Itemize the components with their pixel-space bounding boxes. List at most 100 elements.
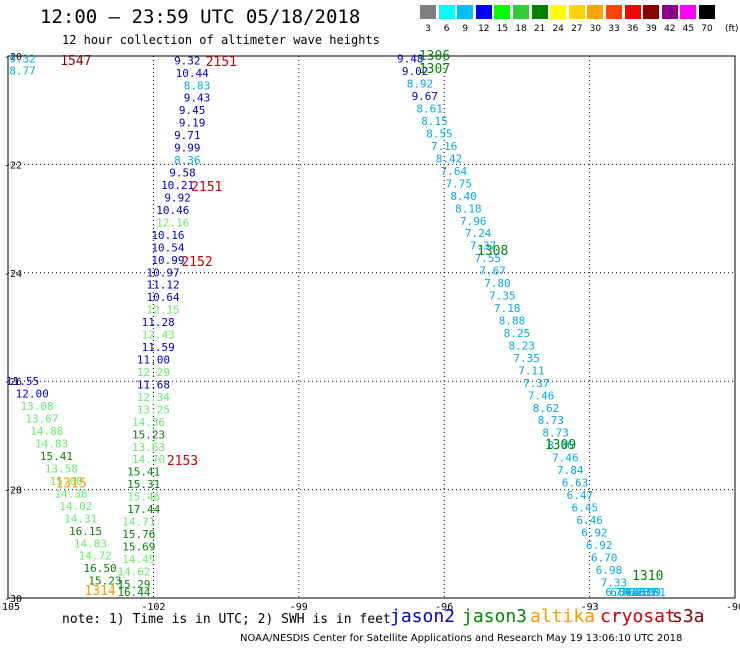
colorbar-swatch [568, 5, 585, 19]
colorbar-label: 45 [682, 24, 695, 34]
colorbar-swatch [494, 5, 511, 19]
wave-height-value: 13.67 [25, 413, 58, 426]
wave-height-value: 14.71 [122, 516, 155, 529]
colorbar-label: 9 [462, 24, 469, 34]
wave-height-value: 16.50 [84, 562, 117, 575]
pass-time-label: 1308 [477, 244, 508, 259]
colorbar-label: 27 [571, 24, 583, 34]
plot-frame [7, 55, 736, 599]
wave-height-value: 9.19 [179, 117, 206, 130]
colorbar-label: 18 [515, 24, 527, 34]
wave-height-value: 15.41 [40, 450, 73, 463]
wave-height-value: 9.48 [397, 53, 424, 66]
y-tick-label: -24 [4, 269, 22, 280]
wave-height-value: 11.28 [142, 316, 175, 329]
wave-height-value: 12.16 [156, 216, 189, 229]
x-tick-label: -96 [435, 602, 453, 613]
wave-height-value: 7.84 [557, 464, 584, 477]
pass-time-label: 1547 [60, 54, 91, 69]
wave-height-value: 8.42 [436, 152, 463, 165]
wave-height-value: 10.99 [151, 254, 184, 267]
wave-height-value: 14.62 [117, 565, 150, 578]
wave-height-value: 15.31 [127, 478, 160, 491]
wave-height-value: 13.25 [137, 403, 170, 416]
colorbar-swatch [420, 5, 436, 19]
wave-height-value: 7.96 [460, 215, 487, 228]
wave-height-value: 8.83 [184, 79, 211, 92]
satellite-jason2: jason2 [390, 606, 456, 627]
wave-height-value: 6.98 [596, 564, 623, 577]
x-tick-label: -90 [726, 602, 740, 613]
wave-height-value: 14.31 [64, 512, 97, 525]
wave-height-value: 7.37 [470, 240, 497, 253]
wave-height-value: 15.41 [127, 466, 160, 479]
wave-height-value: 15.23 [88, 575, 121, 588]
pass-time-label: 2151 [206, 55, 237, 70]
pass-time-label: 1309 [545, 438, 576, 453]
y-tick-label: -20 [4, 52, 22, 63]
satellite-altika: altika [530, 606, 596, 627]
y-tick-label: -30 [4, 594, 22, 605]
satellite-cryosat: cryosat [600, 606, 676, 627]
footer-note: note: 1) Time is in UTC; 2) SWH is in fe… [62, 612, 391, 627]
pass-time-label: 1306 [419, 49, 450, 64]
wave-height-value: 8.25 [504, 327, 531, 340]
wave-height-value: 6.41 [610, 586, 637, 599]
wave-height-value: 14.83 [74, 537, 107, 550]
wave-height-value: 12.29 [137, 366, 170, 379]
wave-height-value: 17.44 [127, 503, 160, 516]
colorbar-swatch [531, 5, 548, 19]
colorbar-label: 70 [701, 24, 713, 34]
wave-height-value: 15.69 [122, 541, 155, 554]
pass-time-label: 1314 [84, 584, 115, 599]
wave-height-value: 10.97 [147, 266, 180, 279]
x-tick-label: -102 [141, 602, 165, 613]
wave-height-value: 10.44 [176, 67, 209, 80]
credit-line: NOAA/NESDIS Center for Satellite Applica… [240, 633, 683, 644]
wave-height-value: 9.92 [164, 191, 191, 204]
y-tick-label: -22 [4, 160, 22, 171]
wave-height-value: 7.35 [630, 586, 657, 599]
colorbar-label: 21 [533, 24, 546, 34]
colorbar-label: 39 [645, 24, 657, 34]
x-tick-label: -99 [290, 602, 308, 613]
colorbar-swatch [606, 5, 622, 19]
wave-height-value: 15.23 [132, 428, 165, 441]
wave-height-value: 12.43 [142, 329, 175, 342]
colorbar-label: 36 [626, 24, 639, 34]
wave-height-value: 8.23 [508, 339, 535, 352]
wave-height-value: 6.45 [572, 501, 599, 514]
colorbar-swatch [624, 5, 641, 19]
colorbar-swatch [438, 5, 455, 19]
wave-height-value: 7.75 [445, 177, 472, 190]
wave-height-value: 6.92 [586, 539, 613, 552]
x-tick-label: -93 [581, 602, 599, 613]
colorbar-unit: (ft) [725, 24, 739, 34]
wave-height-value: 7.24 [465, 227, 492, 240]
wave-height-value: 7.46 [528, 389, 555, 402]
pass-time-label: 2153 [167, 454, 198, 469]
colorbar-label: 6 [443, 24, 450, 34]
wave-height-value: 7.35 [513, 352, 540, 365]
colorbar-swatch [550, 5, 567, 19]
wave-height-value: 7.33 [625, 586, 652, 599]
wave-height-value: 8.77 [9, 65, 36, 78]
wave-height-value: 16.15 [69, 525, 102, 538]
colorbar-swatch [475, 5, 492, 19]
wave-height-value: 7.64 [441, 165, 468, 178]
colorbar-label: 24 [552, 24, 564, 34]
wave-height-value: 6.92 [581, 526, 608, 539]
wave-height-value: 15.46 [127, 491, 160, 504]
wave-height-value: 14.38 [54, 487, 87, 500]
chart-subtitle: 12 hour collection of altimeter wave hei… [62, 33, 380, 47]
wave-height-value: 7.37 [523, 377, 550, 390]
wave-height-value: 15.29 [117, 578, 150, 591]
wave-height-value: 8.62 [533, 402, 560, 415]
wave-height-value: 11.12 [147, 279, 180, 292]
wave-height-value: 8.73 [538, 414, 565, 427]
satellite-s3a: s3a [672, 606, 705, 627]
wave-height-value: 6.70 [591, 551, 618, 564]
x-tick-label: -105 [0, 602, 20, 613]
pass-time-label: 1310 [632, 569, 663, 584]
